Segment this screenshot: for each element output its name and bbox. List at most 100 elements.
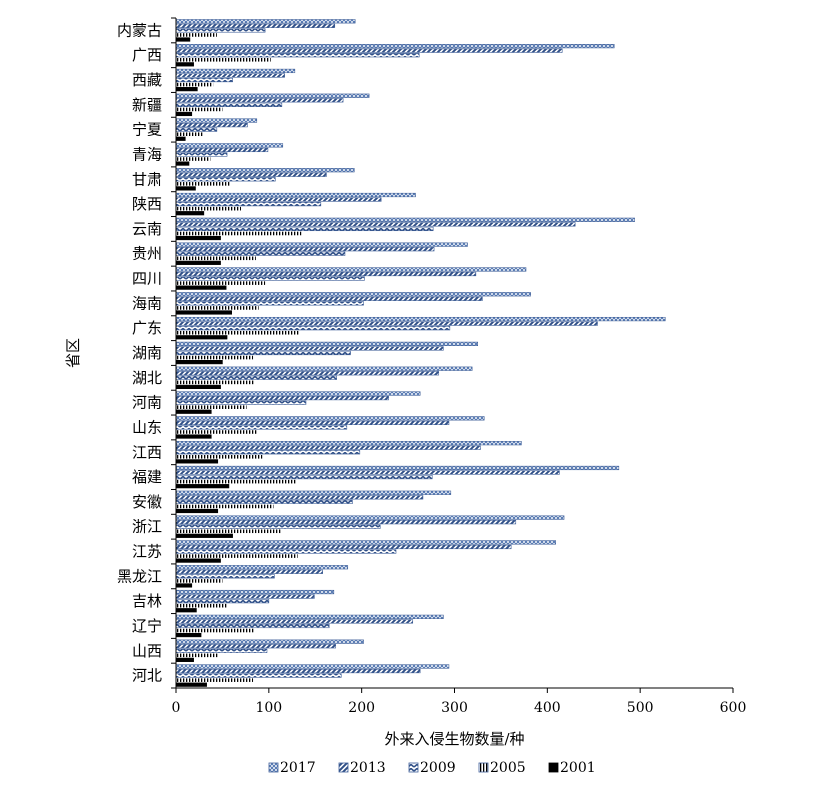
category-label: 内蒙古 [117,21,162,39]
bar-贵州-2009 [175,251,346,256]
bar-黑龙江-2017 [175,565,349,570]
bar-湖北-2001 [175,384,221,390]
category-label: 广西 [132,46,162,64]
bar-广西-2013 [175,48,563,53]
bar-山西-2005 [176,653,219,658]
bar-四川-2017 [175,267,527,272]
bar-江西-2013 [175,445,481,450]
category-label: 湖南 [132,344,162,362]
category-label: 河南 [132,394,162,412]
x-tick-label: 400 [534,700,561,716]
bar-四川-2001 [175,285,227,290]
bar-黑龙江-2009 [175,574,275,579]
bar-河南-2005 [176,405,247,409]
bar-江西-2001 [175,459,219,464]
bar-西藏-2001 [175,87,198,92]
bar-贵州-2005 [176,256,256,261]
legend-label-2001: 2001 [560,760,596,776]
bar-安徽-2005 [176,504,274,509]
category-label: 广东 [132,319,162,337]
bar-新疆-2005 [176,107,223,112]
bar-湖南-2001 [175,359,223,365]
legend-swatch-2005 [478,762,489,773]
category-label: 贵州 [132,245,162,263]
bar-宁夏-2005 [176,132,204,137]
bar-青海-2001 [175,161,190,166]
legend-label-2017: 2017 [280,760,316,776]
bar-云南-2001 [175,235,221,241]
bar-辽宁-2017 [175,614,444,619]
bar-甘肃-2013 [175,172,327,177]
bar-甘肃-2009 [175,177,276,182]
legend-swatch-2017 [268,762,279,773]
bar-西藏-2017 [175,68,296,74]
bar-新疆-2017 [175,93,370,98]
bar-新疆-2013 [175,98,344,103]
x-tick-label: 0 [172,700,181,716]
bar-山西-2017 [175,639,364,644]
bar-广西-2005 [176,57,271,62]
legend-swatch-2009 [408,762,419,773]
bar-山西-2013 [175,644,336,649]
bar-安徽-2009 [175,499,353,504]
legend-swatch-2013 [338,762,349,773]
x-axis-title: 外来入侵生物数量/种 [384,730,524,748]
bar-湖北-2013 [175,371,440,376]
bar-浙江-2009 [175,524,381,529]
bar-云南-2009 [175,226,434,232]
bar-内蒙古-2017 [175,19,356,24]
bar-江苏-2013 [175,544,512,550]
category-label: 安徽 [132,493,162,511]
bar-宁夏-2001 [175,136,186,141]
bar-青海-2013 [175,147,269,153]
category-label: 山东 [132,418,162,436]
bar-河北-2005 [176,678,254,682]
bar-内蒙古-2005 [176,33,217,37]
bar-陕西-2013 [175,197,382,202]
bar-吉林-2009 [175,599,270,604]
category-label: 黑龙江 [117,567,162,585]
bar-云南-2017 [175,217,635,222]
category-label: 江西 [132,443,162,461]
bar-青海-2017 [175,143,284,148]
bar-广西-2009 [175,53,420,58]
bar-广东-2005 [176,330,300,335]
category-label: 辽宁 [132,617,162,635]
bar-河南-2013 [175,395,389,401]
bar-江苏-2001 [175,558,221,563]
bar-江西-2005 [176,455,263,459]
bar-广西-2017 [175,44,615,49]
bar-海南-2005 [176,306,259,310]
legend-swatch-2001 [548,762,559,773]
bar-内蒙古-2001 [175,37,191,42]
bar-云南-2005 [176,231,302,236]
category-label: 江苏 [132,543,162,561]
bar-福建-2001 [175,484,230,489]
bar-西藏-2013 [175,73,285,78]
bar-河南-2009 [175,400,307,405]
bar-湖北-2017 [175,366,473,371]
bar-福建-2009 [175,474,433,480]
bar-湖北-2005 [176,380,255,385]
bar-浙江-2017 [175,515,565,520]
bar-山东-2013 [175,420,450,425]
bar-湖北-2009 [175,375,337,380]
bar-甘肃-2001 [175,186,196,191]
bar-山西-2001 [175,657,194,662]
bar-广西-2001 [175,62,194,67]
bar-内蒙古-2009 [175,28,266,33]
bar-吉林-2013 [175,594,315,599]
bar-河北-2009 [175,673,342,678]
bar-安徽-2017 [175,490,452,495]
bar-西藏-2005 [176,82,214,87]
bar-湖南-2013 [175,346,444,351]
category-label: 山西 [132,642,162,660]
bar-吉林-2005 [176,603,228,608]
bar-贵州-2017 [175,242,468,247]
bar-江苏-2009 [175,549,397,554]
bar-内蒙古-2013 [175,23,336,28]
bar-贵州-2001 [175,260,221,265]
bar-陕西-2001 [175,211,205,216]
bar-福建-2013 [175,470,560,475]
